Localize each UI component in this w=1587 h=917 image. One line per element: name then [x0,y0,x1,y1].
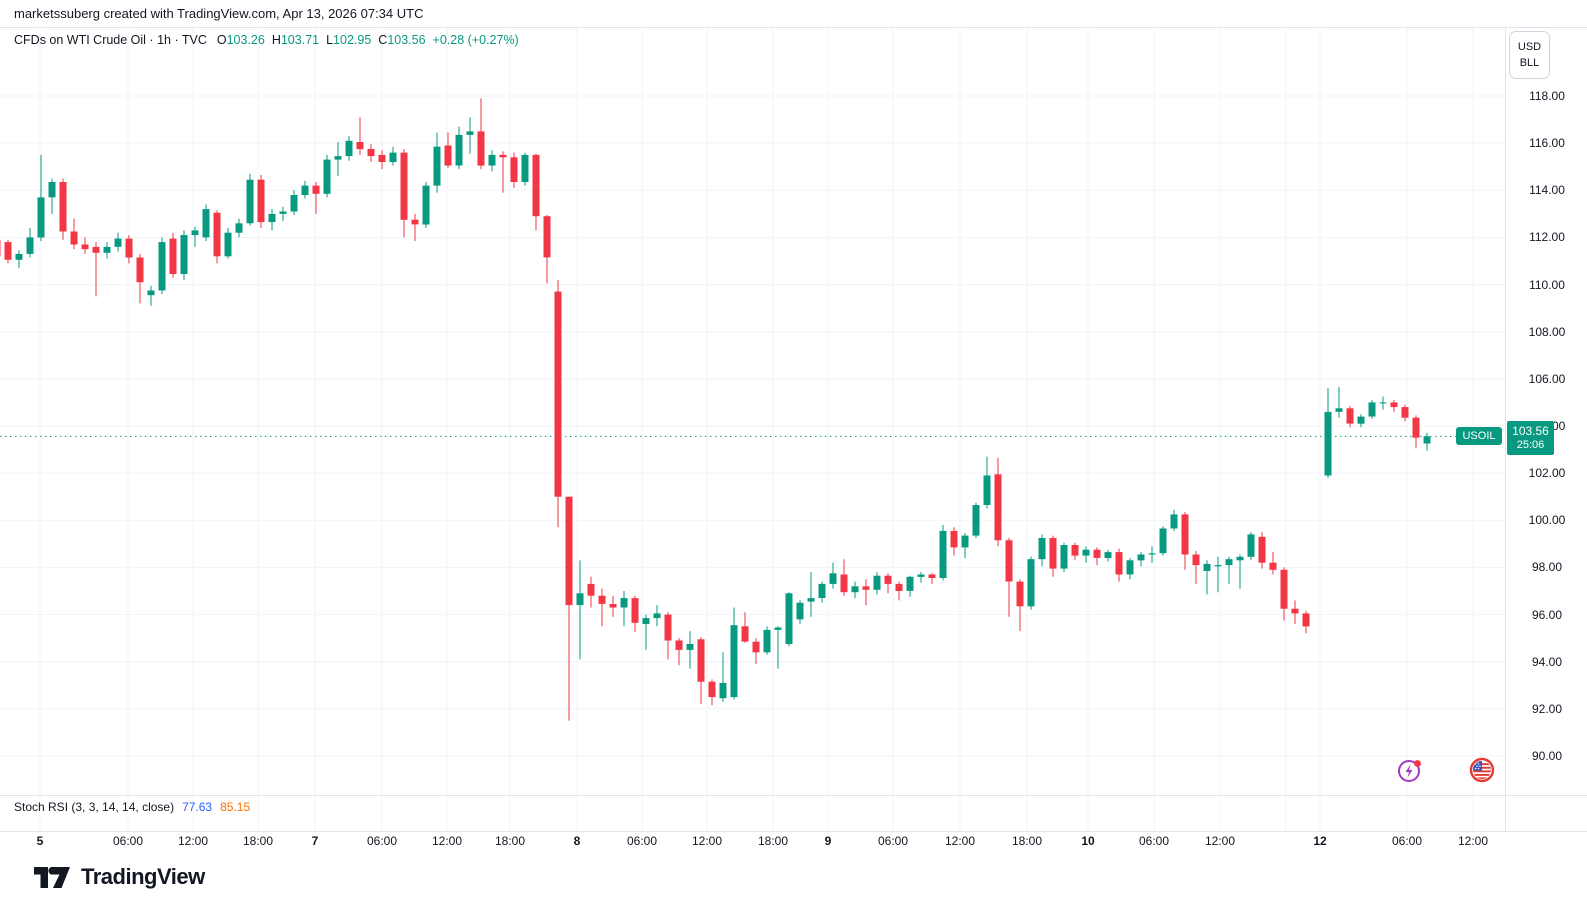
current-price-value: 103.56 [1512,424,1549,438]
candlestick-chart[interactable] [0,28,1505,831]
stoch-rsi-k-value: 77.63 [182,800,213,814]
price-axis-label: 110.00 [1529,278,1565,292]
price-axis-label: 92.00 [1531,702,1563,716]
symbol-title[interactable]: CFDs on WTI Crude Oil · 1h · TVC [14,33,207,47]
price-axis-label: 108.00 [1528,325,1566,339]
time-axis-label: 06:00 [1391,834,1423,848]
bar-countdown: 25:06 [1516,439,1545,451]
chart-legend[interactable]: CFDs on WTI Crude Oil · 1h · TVC O103.26 H… [14,33,519,47]
price-axis-label: 96.00 [1531,608,1563,622]
time-axis-label: 9 [824,834,832,848]
price-axis-label: 102.00 [1528,466,1566,480]
time-axis-label: 12:00 [1457,834,1489,848]
us-flag-icon [1469,757,1495,783]
time-axis-label: 7 [311,834,319,848]
indicator-legend[interactable]: Stoch RSI (3, 3, 14, 14, close) 77.63 85.1… [14,800,250,814]
time-axis-label: 8 [573,834,581,848]
attribution-text: marketssuberg created with TradingView.c… [14,6,424,21]
time-axis-label: 06:00 [112,834,144,848]
time-axis-label: 12:00 [431,834,463,848]
ideas-stream-button[interactable] [1397,757,1423,783]
pane-separator[interactable] [0,795,1587,796]
time-axis-label: 06:00 [877,834,909,848]
price-axis-label: 106.00 [1528,372,1566,386]
time-axis-label: 10 [1081,834,1095,848]
time-axis-label: 12:00 [944,834,976,848]
time-axis-label: 06:00 [1138,834,1170,848]
price-axis-label: 98.00 [1531,560,1563,574]
price-axis-label: 90.00 [1531,749,1563,763]
time-axis-label: 12:00 [691,834,723,848]
stoch-rsi-d-value: 85.15 [220,800,251,814]
open-value: O103.26 [216,33,265,47]
time-axis-label: 18:00 [494,834,526,848]
economic-calendar-button[interactable] [1469,757,1495,783]
price-scale[interactable]: 118.00 116.00 114.00 112.00 110.00 108.00 106.… [1505,28,1587,831]
time-axis-label: 06:00 [366,834,398,848]
price-axis-label: 94.00 [1531,655,1563,669]
unit-selector[interactable]: USD BLL [1509,31,1550,79]
change-value: +0.28 (+0.27%) [432,33,519,47]
current-price-label: 103.56 25:06 [1507,421,1554,455]
close-value: C103.56 [378,33,426,47]
currency-unit-label[interactable]: USD [1517,40,1542,53]
tradingview-logo-mark [34,866,70,888]
price-axis-label: 118.00 [1529,89,1565,103]
symbol-price-badge: USOIL [1456,427,1502,445]
notification-dot [1414,760,1421,767]
indicator-name[interactable]: Stoch RSI (3, 3, 14, 14, close) [14,800,175,814]
time-axis-label: 12 [1313,834,1327,848]
time-axis[interactable]: 5 06:00 12:00 18:00 7 06:00 12:00 18:00 8 06:00 12… [0,831,1505,851]
tradingview-wordmark: TradingView [81,864,205,889]
time-axis-label: 5 [36,834,44,848]
axis-separator [0,831,1587,832]
price-axis-label: 112.00 [1529,230,1565,244]
time-axis-label: 18:00 [242,834,274,848]
lightning-icon [1398,760,1421,782]
attribution-bar: marketssuberg created with TradingView.c… [0,0,1587,28]
barrel-unit-label[interactable]: BLL [1519,56,1540,69]
time-axis-label: 12:00 [1204,834,1236,848]
low-value: L102.95 [326,33,372,47]
high-value: H103.71 [271,33,320,47]
time-axis-label: 18:00 [1011,834,1043,848]
price-axis-label: 100.00 [1528,513,1566,527]
time-axis-label: 12:00 [177,834,209,848]
time-axis-label: 18:00 [757,834,789,848]
price-axis-label: 116.00 [1529,136,1565,150]
tradingview-logo[interactable]: TradingView [34,864,205,890]
price-axis-label: 114.00 [1529,183,1565,197]
time-axis-label: 06:00 [626,834,658,848]
